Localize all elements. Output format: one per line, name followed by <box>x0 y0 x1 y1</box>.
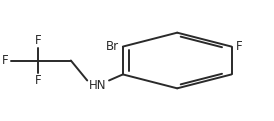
Text: HN: HN <box>89 79 107 92</box>
Text: Br: Br <box>106 40 119 53</box>
Text: F: F <box>35 74 41 87</box>
Text: F: F <box>35 34 41 47</box>
Text: F: F <box>236 40 242 53</box>
Text: F: F <box>2 54 8 67</box>
